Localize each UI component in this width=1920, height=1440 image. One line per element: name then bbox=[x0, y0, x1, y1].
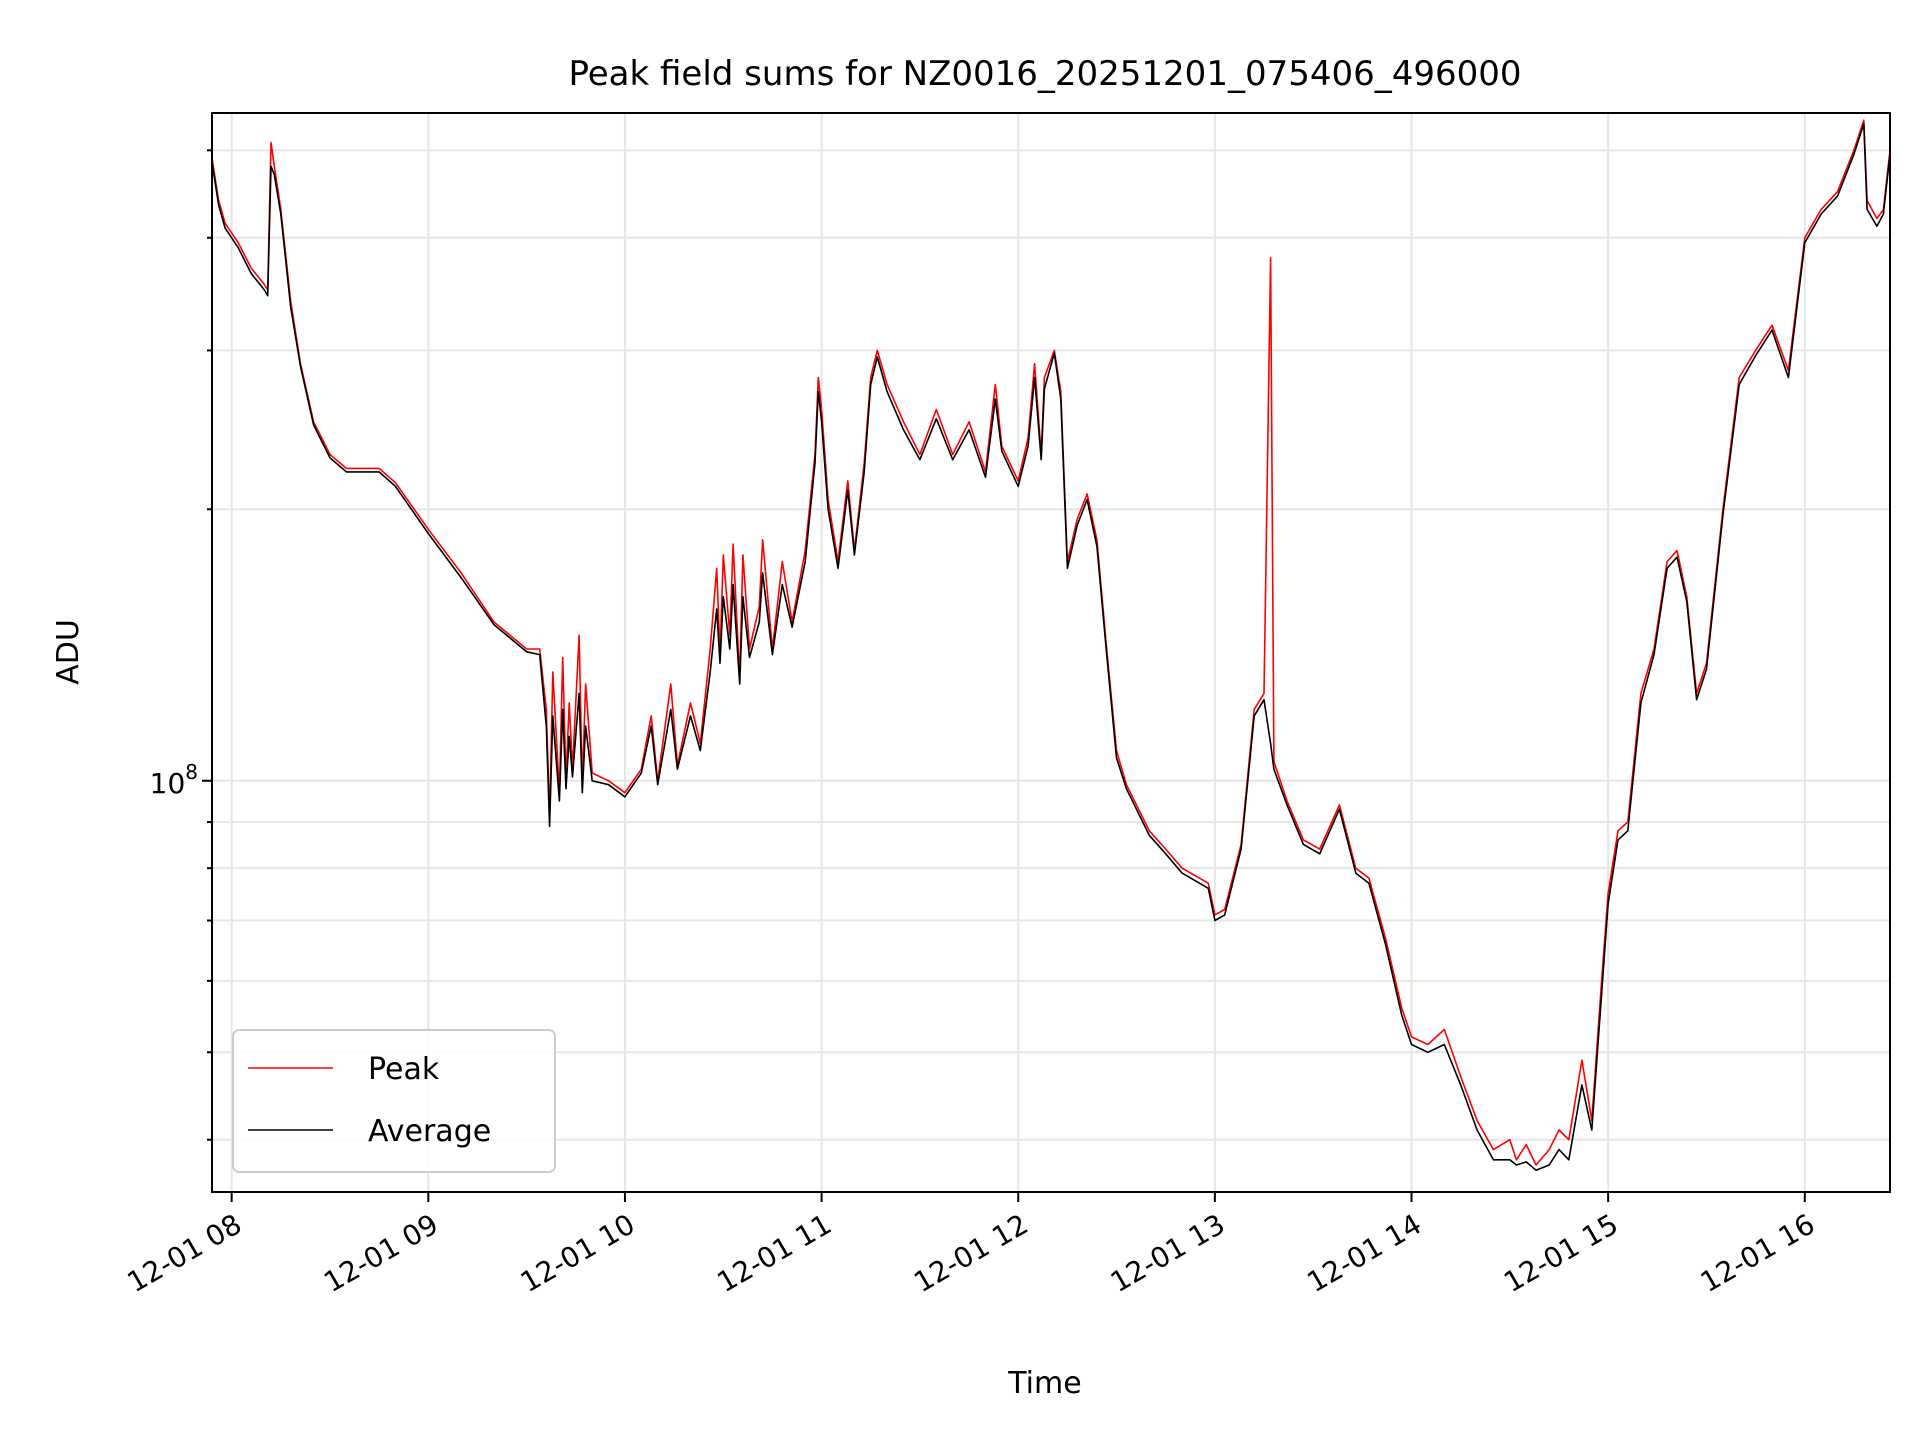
legend-box bbox=[232, 1029, 556, 1173]
legend-label-peak: Peak bbox=[368, 1052, 440, 1087]
y-axis-label: ADU bbox=[51, 619, 86, 685]
chart-title: Peak field sums for NZ0016_20251201_0754… bbox=[568, 54, 1521, 94]
series-line-average bbox=[211, 123, 1891, 1171]
plot-frame bbox=[211, 112, 1891, 1193]
x-axis-label: Time bbox=[1007, 1366, 1081, 1401]
legend-label-average: Average bbox=[368, 1114, 491, 1149]
y-tick-label: 108 bbox=[150, 760, 198, 800]
series-layer bbox=[211, 119, 1891, 1171]
y-axis: 108 bbox=[150, 149, 212, 1141]
legend: Peak Average bbox=[232, 1029, 556, 1173]
